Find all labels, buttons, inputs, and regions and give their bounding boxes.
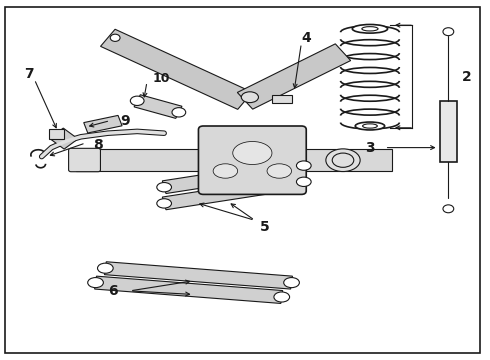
Ellipse shape xyxy=(326,149,360,172)
Ellipse shape xyxy=(130,96,144,105)
Text: 2: 2 xyxy=(462,71,471,84)
Polygon shape xyxy=(84,116,122,133)
Ellipse shape xyxy=(274,292,290,302)
Ellipse shape xyxy=(172,108,186,117)
FancyBboxPatch shape xyxy=(198,126,306,194)
Bar xyxy=(49,129,64,139)
Polygon shape xyxy=(304,149,392,171)
Text: 10: 10 xyxy=(153,72,171,85)
Ellipse shape xyxy=(267,164,292,178)
Text: 7: 7 xyxy=(24,67,34,81)
Polygon shape xyxy=(76,149,203,171)
Ellipse shape xyxy=(362,27,378,31)
Bar xyxy=(440,101,457,162)
Text: 4: 4 xyxy=(301,31,311,45)
Polygon shape xyxy=(162,175,306,210)
Text: 3: 3 xyxy=(365,141,375,154)
Ellipse shape xyxy=(213,164,238,178)
Text: 9: 9 xyxy=(120,114,130,127)
Ellipse shape xyxy=(352,24,388,33)
Ellipse shape xyxy=(296,177,311,186)
Ellipse shape xyxy=(296,161,311,170)
Polygon shape xyxy=(134,95,182,118)
Ellipse shape xyxy=(98,263,113,273)
Polygon shape xyxy=(100,29,252,109)
Ellipse shape xyxy=(233,141,272,165)
Ellipse shape xyxy=(157,183,172,192)
Polygon shape xyxy=(49,128,78,149)
Ellipse shape xyxy=(443,28,454,36)
Ellipse shape xyxy=(355,122,385,130)
Text: 1: 1 xyxy=(218,180,228,194)
Polygon shape xyxy=(104,262,293,289)
Ellipse shape xyxy=(110,34,120,41)
Ellipse shape xyxy=(284,278,299,288)
Ellipse shape xyxy=(363,124,377,128)
Ellipse shape xyxy=(443,205,454,213)
Ellipse shape xyxy=(157,199,172,208)
Ellipse shape xyxy=(332,153,354,167)
Polygon shape xyxy=(237,44,351,109)
Ellipse shape xyxy=(88,278,103,288)
FancyBboxPatch shape xyxy=(69,148,100,172)
Bar xyxy=(272,95,292,103)
Text: 5: 5 xyxy=(260,220,270,234)
Text: 8: 8 xyxy=(93,138,103,152)
Ellipse shape xyxy=(242,92,259,103)
Text: 6: 6 xyxy=(108,284,118,298)
Polygon shape xyxy=(162,159,306,194)
Polygon shape xyxy=(95,276,283,303)
